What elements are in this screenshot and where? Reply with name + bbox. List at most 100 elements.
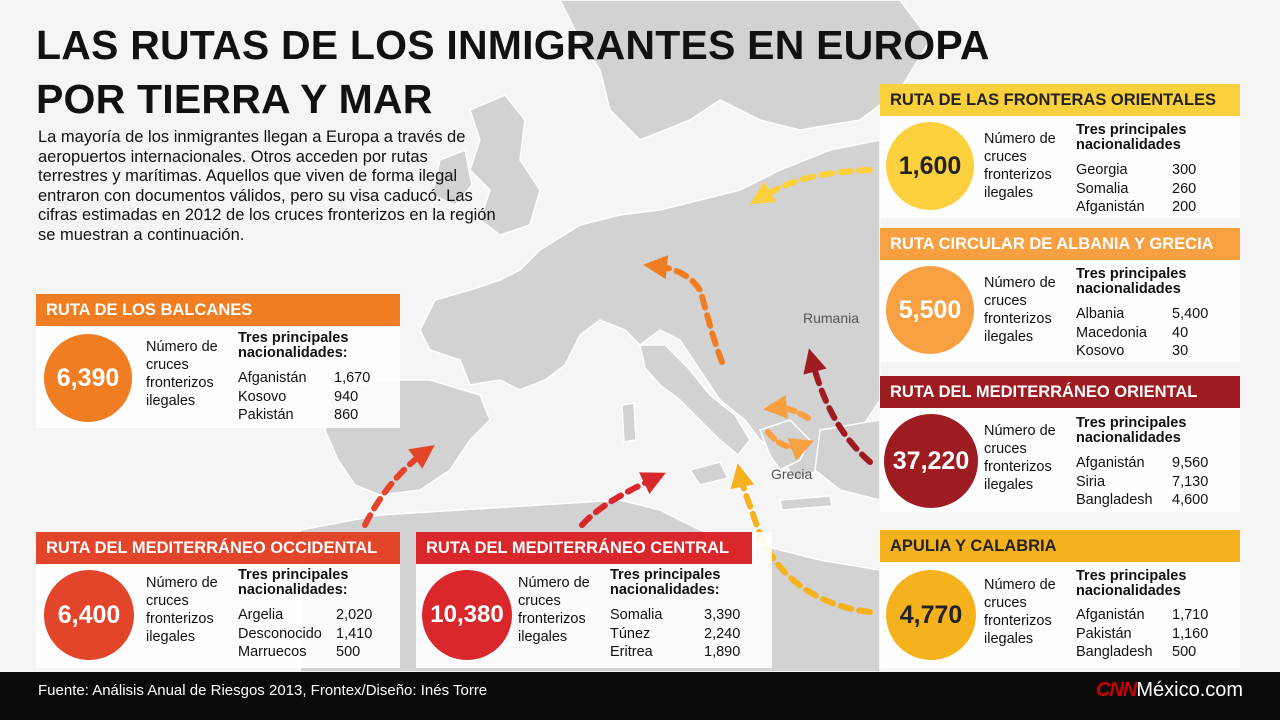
nationality-count: 30 [1172,343,1189,359]
nationality-row: Siria 7,130 [1076,473,1208,492]
nationality-count: 1,160 [1172,625,1209,642]
albania-route-arrow-2 [765,429,815,461]
nationality-row: Pakistán 1,160 [1076,625,1208,644]
nationality-count: 940 [334,388,359,405]
nationality-count: 1,410 [336,625,373,642]
nationality-row: Bangladesh 4,600 [1076,491,1208,510]
route-card-apulia: APULIA Y CALABRIA 4,770 Número de cruces… [880,530,1240,668]
nationality-count: 2,020 [336,607,373,623]
nationality-count: 1,670 [334,370,371,386]
nationality-row: Desconocido 1,410 [238,625,372,644]
nationality-country: Somalia [610,607,663,623]
nationality-row: Afganistán 200 [1076,198,1196,217]
source-credit: Fuente: Análisis Anual de Riesgos 2013, … [38,682,488,699]
nationality-row: Argelia 2,020 [238,606,372,625]
occidental-route-arrow [362,444,435,528]
nationality-country: Georgia [1076,162,1128,178]
nationalities-list: Afganistán 9,560 Siria 7,130 Bangladesh 4,6… [1076,454,1208,510]
route-card-central: RUTA DEL MEDITERRÁNEO CENTRAL 10,380 Núm… [416,532,772,668]
nationality-country: Siria [1076,473,1106,490]
route-value-central: 10,380 [422,570,512,660]
ireland-shape [431,148,473,206]
nationality-country: Túnez [610,625,651,642]
nationality-country: Somalia [1076,180,1129,197]
route-title-oriental: RUTA DEL MEDITERRÁNEO ORIENTAL [880,376,1240,408]
nationality-count: 40 [1172,324,1189,341]
nationality-row: Kosovo 940 [238,388,370,407]
top-nationalities-label: Tres principales nacionalidades [1076,122,1187,153]
route-value-balcanes: 6,390 [44,334,132,422]
nationality-row: Georgia 300 [1076,161,1196,180]
top-nationalities-label: Tres principales nacionalidades: [238,567,349,598]
nationality-count: 5,400 [1172,306,1209,322]
nationality-count: 2,240 [704,625,741,642]
nationalities-list: Albania 5,400 Macedonia 40 Kosovo 30 [1076,305,1208,361]
nationality-row: Macedonia 40 [1076,324,1208,343]
crossings-label: Número de cruces fronterizos ilegales [984,275,1056,345]
route-value-albania: 5,500 [886,266,974,354]
albania-route-arrow-1 [763,394,811,421]
nationality-country: Pakistán [238,407,294,423]
sardinia-shape [621,402,637,443]
footer-bar: Fuente: Análisis Anual de Riesgos 2013, … [0,672,1280,720]
route-title-albania: RUTA CIRCULAR DE ALBANIA Y GRECIA [880,228,1240,260]
route-value-occidental: 6,400 [44,570,134,660]
oriental-route-arrow [803,348,873,465]
nationality-count: 3,390 [704,607,741,623]
nationality-row: Kosovo 30 [1076,342,1208,361]
nationality-country: Bangladesh [1076,492,1153,508]
route-title-occidental: RUTA DEL MEDITERRÁNEO OCCIDENTAL [36,532,400,564]
top-nationalities-label: Tres principales nacionalidades [1076,568,1187,599]
nationalities-list: Afganistán 1,710 Pakistán 1,160 Bangladesh… [1076,606,1208,662]
route-value-orientales: 1,600 [886,122,974,210]
crossings-label: Número de cruces fronterizos ilegales [984,423,1056,493]
nationalities-list: Argelia 2,020 Desconocido 1,410 Marruecos 5… [238,606,372,662]
nationality-country: Afganistán [1076,607,1145,623]
nationality-count: 500 [1172,644,1197,660]
page-title-line-1: LAS RUTAS DE LOS INMIGRANTES EN EUROPA [36,22,990,68]
map-label-rumania: Rumania [803,310,860,326]
nationality-row: Afganistán 1,670 [238,369,370,388]
nationality-count: 860 [334,407,359,423]
nationality-country: Kosovo [1076,343,1125,359]
nationality-country: Albania [1076,306,1125,322]
nationality-country: Macedonia [1076,324,1147,341]
nationality-row: Afganistán 1,710 [1076,606,1208,625]
nationality-count: 200 [1172,199,1197,215]
balcanes-route-arrow [643,255,725,365]
cnn-mexico-logo: CNNMéxico.com [1096,679,1243,702]
top-nationalities-label: Tres principales nacionalidades: [238,330,349,361]
nationality-country: Bangladesh [1076,644,1153,660]
nationalities-list: Somalia 3,390 Túnez 2,240 Eritrea 1,890 [610,606,740,662]
nationality-count: 7,130 [1172,473,1209,490]
route-card-balcanes: RUTA DE LOS BALCANES 6,390 Número de cru… [36,294,400,428]
route-title-apulia: APULIA Y CALABRIA [880,530,1240,562]
turkey-shape [814,419,881,501]
italy-shape [639,344,751,457]
crossings-label: Número de cruces fronterizos ilegales [518,575,590,645]
nationality-count: 300 [1172,162,1197,178]
page-title-line-2: POR TIERRA Y MAR [36,76,433,122]
nationality-country: Kosovo [238,388,287,405]
nationality-row: Eritrea 1,890 [610,643,740,662]
nationalities-list: Georgia 300 Somalia 260 Afganistán 200 [1076,161,1196,217]
nationality-count: 260 [1172,180,1197,197]
nationality-count: 500 [336,644,361,660]
crossings-label: Número de cruces fronterizos ilegales [146,339,218,409]
scandinavia-shape [559,0,931,141]
route-title-balcanes: RUTA DE LOS BALCANES [36,294,400,326]
central-route-arrow [579,472,666,528]
intro-text: La mayoría de los inmigrantes llegan a E… [38,128,496,244]
britain-shape [469,94,541,236]
nationality-row: Somalia 260 [1076,180,1196,199]
route-card-occidental: RUTA DEL MEDITERRÁNEO OCCIDENTAL 6,400 N… [36,532,400,668]
nationality-country: Argelia [238,607,284,623]
nationality-row: Bangladesh 500 [1076,643,1208,662]
route-value-apulia: 4,770 [886,570,976,660]
nationalities-list: Afganistán 1,670 Kosovo 940 Pakistán 860 [238,369,370,425]
nationality-row: Somalia 3,390 [610,606,740,625]
nationality-country: Afganistán [238,370,307,386]
crossings-label: Número de cruces fronterizos ilegales [146,575,218,645]
nationality-count: 4,600 [1172,492,1209,508]
